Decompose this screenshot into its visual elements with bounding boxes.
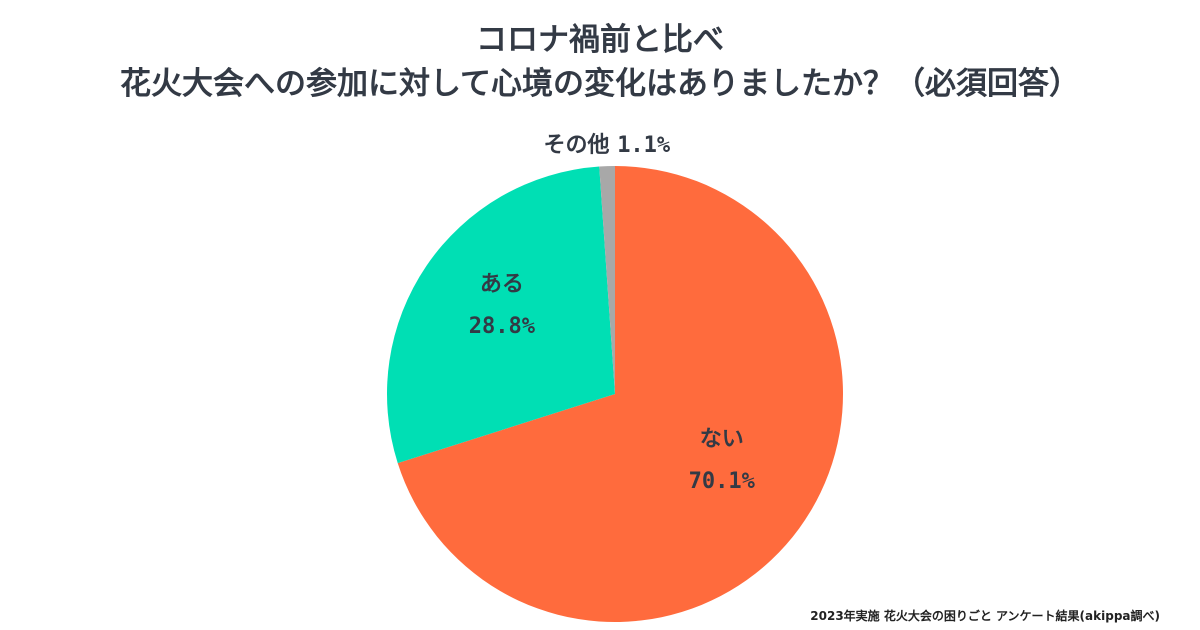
slice-value-2: 28.8%	[469, 314, 536, 339]
chart-title-line-2: 花火大会への参加に対して心境の変化はありましたか？（必須回答）	[119, 66, 1081, 102]
source-note: 2023年実施 花火大会の困りごと アンケート結果(akippa調べ)	[810, 609, 1160, 623]
pie-slice-2	[387, 166, 615, 464]
slice-value-1: 70.1%	[689, 469, 756, 494]
pie-slice-3	[599, 166, 615, 394]
slice-label-1: ない	[700, 427, 744, 452]
slice-label-outside-3: その他 1.1%	[544, 133, 671, 158]
chart-title: コロナ禍前と比べ 花火大会への参加に対して心境の変化はありましたか？（必須回答）	[0, 18, 1200, 106]
chart-title-line-1: コロナ禍前と比べ	[476, 22, 724, 58]
slice-label-3: その他	[544, 133, 618, 158]
slice-label-2: ある	[480, 272, 524, 297]
pie-slice-1	[397, 166, 843, 623]
slice-value-3: 1.1%	[617, 133, 671, 158]
